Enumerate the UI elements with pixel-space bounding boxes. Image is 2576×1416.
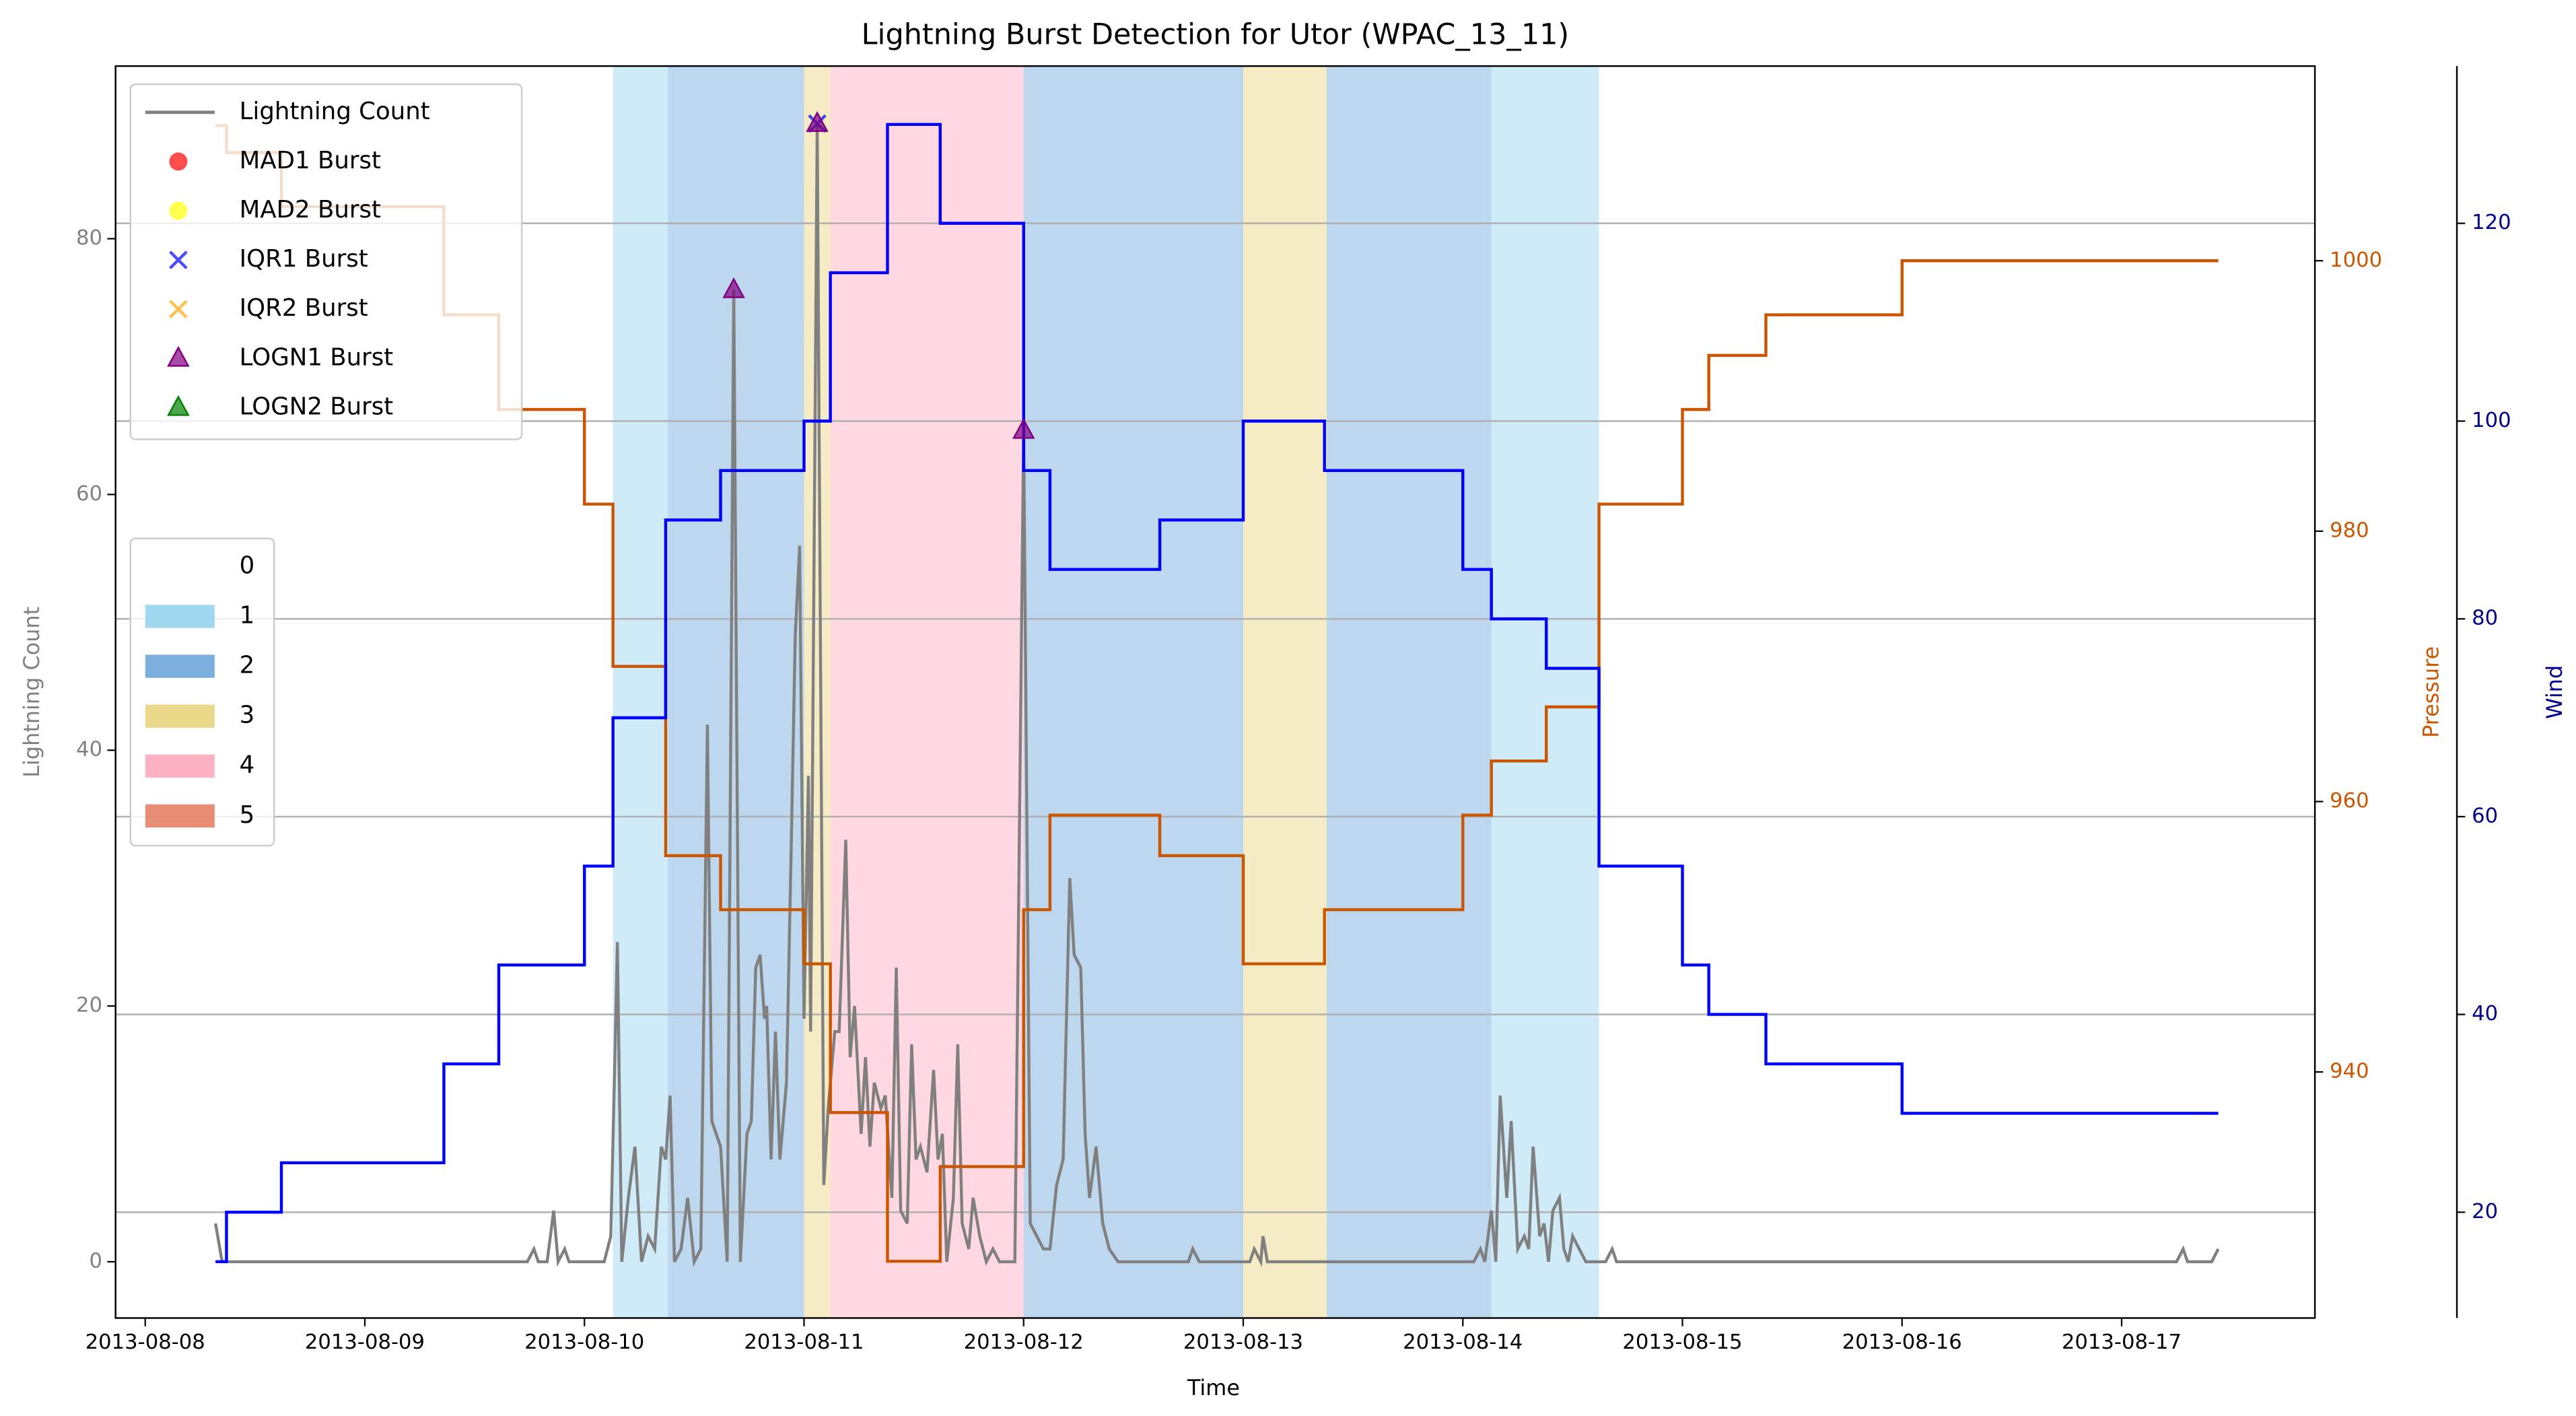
x-axis-label: Time (1187, 1375, 1240, 1401)
x-tick-label: 2013-08-08 (85, 1330, 205, 1354)
legend-label: Lightning Count (240, 98, 430, 125)
x-tick-label: 2013-08-10 (524, 1330, 644, 1354)
burst-marker (722, 277, 745, 298)
x-tick-label: 2013-08-11 (744, 1330, 864, 1354)
legend-label: LOGN1 Burst (240, 343, 394, 371)
legend-swatch (145, 605, 215, 628)
y3-tick-label: 80 (2472, 607, 2498, 630)
plot-frame (114, 65, 2316, 1319)
y3-axis-label: Wind (2542, 665, 2567, 719)
lightning-line (213, 123, 2220, 1267)
x-tick-label: 2013-08-14 (1403, 1330, 1523, 1354)
y-tick-label: 80 (76, 226, 102, 250)
legend-label: MAD1 Burst (240, 147, 381, 174)
legend-swatch (145, 754, 215, 778)
y2-tick-label: 980 (2330, 518, 2369, 542)
y-tick-label: 40 (76, 738, 102, 762)
wind-line (215, 123, 2219, 1263)
x-tick-label: 2013-08-16 (1842, 1330, 1962, 1354)
plot-root: Lightning Burst Detection for Utor (WPAC… (19, 18, 2567, 1401)
y-tick-label: 0 (90, 1249, 103, 1273)
y2-tick-label: 940 (2330, 1060, 2369, 1083)
legend-swatch (145, 804, 215, 828)
y3-tick-label: 20 (2472, 1200, 2498, 1223)
y-tick-label: 60 (76, 482, 102, 506)
legend-label: MAD2 Burst (240, 196, 381, 224)
pressure-line (215, 124, 2219, 1263)
burst-marker (169, 201, 188, 220)
legend-label: IQR1 Burst (240, 245, 368, 273)
chart-title: Lightning Burst Detection for Utor (WPAC… (862, 18, 1569, 51)
legend-label: 1 (240, 601, 255, 629)
burst-marker (167, 345, 190, 367)
x-tick-label: 2013-08-13 (1183, 1330, 1303, 1354)
y3-tick-label: 100 (2472, 409, 2511, 432)
burst-marker (167, 395, 190, 416)
burst-marker (1012, 417, 1035, 439)
y3-tick-label: 120 (2472, 211, 2511, 234)
x-tick-label: 2013-08-12 (964, 1330, 1084, 1354)
legend-label: LOGN2 Burst (240, 393, 394, 420)
x-tick-label: 2013-08-15 (1622, 1330, 1742, 1354)
x-tick-label: 2013-08-09 (305, 1330, 425, 1354)
y-axis-label: Lightning Count (19, 607, 44, 778)
y2-tick-label: 1000 (2330, 248, 2382, 272)
intensity-span (613, 66, 668, 1318)
burst-marker (806, 111, 829, 132)
legend-label: 2 (240, 652, 255, 679)
legend-label: 3 (240, 702, 255, 729)
legend-label: IQR2 Burst (240, 294, 368, 322)
burst-marker (169, 250, 188, 269)
legend-swatch (145, 704, 215, 728)
legend-swatch (145, 555, 215, 578)
y3-tick-label: 40 (2472, 1002, 2498, 1025)
legend-label: 4 (240, 751, 255, 779)
intensity-span (1243, 66, 1327, 1318)
legend-box (129, 537, 275, 847)
y-tick-label: 20 (76, 994, 102, 1017)
legend-box (129, 83, 523, 440)
burst-marker (169, 152, 188, 171)
intensity-span (1326, 66, 1492, 1318)
legend-swatch (145, 654, 215, 678)
intensity-span (830, 66, 1024, 1318)
x-tick-label: 2013-08-17 (2062, 1330, 2182, 1354)
legend-label: 0 (240, 551, 255, 579)
legend-label: 5 (240, 801, 255, 829)
y2-tick-label: 960 (2330, 789, 2369, 813)
y3-tick-label: 60 (2472, 804, 2498, 828)
y2-axis-label: Pressure (2418, 646, 2443, 738)
burst-marker (169, 300, 188, 319)
intensity-span (1491, 66, 1599, 1318)
intensity-span (1023, 66, 1244, 1318)
